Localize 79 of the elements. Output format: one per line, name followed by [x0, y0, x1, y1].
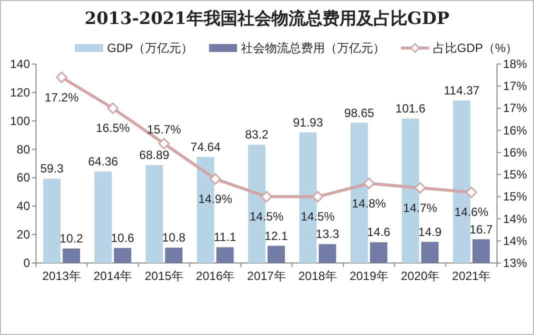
data-label: 14.6: [366, 225, 391, 240]
bar: [62, 248, 80, 263]
data-label: 12.1: [264, 228, 288, 243]
y2-tick-label: 16%: [503, 123, 528, 138]
data-label: 14.9%: [198, 192, 233, 206]
y-tick-label: 60: [16, 170, 30, 185]
data-label: 98.65: [344, 106, 375, 120]
x-tick-label: 2018年: [298, 269, 338, 283]
data-label: 74.64: [190, 140, 221, 154]
data-label: 14.9: [418, 224, 442, 239]
y2-tick-label: 17%: [503, 79, 528, 94]
legend-label: GDP（万亿元）: [107, 41, 194, 55]
data-label: 10.8: [162, 230, 186, 245]
point: [210, 173, 222, 185]
x-tick-label: 2015年: [144, 269, 184, 283]
x-tick-label: 2013年: [42, 269, 81, 283]
point: [414, 182, 426, 194]
bar: [370, 242, 388, 263]
bar: [94, 172, 112, 263]
bar: [421, 242, 439, 263]
point: [260, 190, 272, 202]
data-label: 10.2: [60, 232, 84, 246]
data-label: 14.6%: [454, 205, 489, 220]
data-label: 10.6: [110, 230, 135, 245]
data-label: 59.3: [40, 162, 64, 176]
y2-tick-label: 16%: [503, 145, 528, 160]
bar: [146, 165, 164, 263]
bar: [318, 244, 336, 263]
y-tick-label: 120: [10, 85, 30, 100]
point: [312, 190, 324, 202]
data-label: 14.5%: [300, 210, 336, 224]
y-tick-label: 0: [23, 256, 30, 270]
data-label: 101.6: [395, 102, 426, 116]
point: [466, 186, 478, 198]
bar: [472, 239, 490, 263]
y-tick-label: 100: [10, 114, 30, 128]
y2-tick-label: 18%: [503, 57, 528, 71]
point: [363, 178, 375, 190]
data-label: 68.89: [139, 148, 170, 162]
bar: [114, 248, 132, 263]
data-label: 83.2: [245, 128, 269, 142]
y2-tick-label: 14%: [503, 212, 528, 226]
data-label: 17.2%: [44, 90, 79, 104]
data-label: 15.7%: [147, 122, 182, 137]
data-label: 91.93: [292, 115, 324, 130]
point: [107, 102, 119, 114]
y2-tick-label: 14%: [503, 234, 528, 248]
bar: [216, 247, 234, 263]
x-tick-label: 2014年: [93, 269, 132, 283]
bar: [43, 178, 61, 263]
data-label: 114.37: [444, 83, 480, 98]
y-tick-label: 140: [10, 57, 30, 71]
bar: [268, 246, 285, 263]
legend-label: 社会物流总费用（万亿元）: [241, 41, 386, 55]
x-tick-label: 2020年: [400, 269, 440, 283]
legend-label: 占比GDP（%）: [433, 41, 518, 55]
bar: [165, 248, 182, 263]
x-tick-label: 2019年: [350, 269, 388, 283]
y-tick-label: 20: [16, 228, 30, 242]
x-tick-label: 2017年: [247, 269, 286, 283]
title: 2013-2021年我国社会物流总费用及占比GDP: [84, 9, 450, 29]
x-tick-label: 2016年: [196, 269, 235, 283]
y2-tick-label: 15%: [503, 190, 528, 204]
data-label: 14.5%: [249, 210, 284, 224]
y2-tick-label: 13%: [503, 256, 528, 270]
y2-tick-label: 17%: [503, 101, 528, 116]
y-tick-label: 80: [16, 142, 30, 156]
point: [158, 138, 170, 150]
data-label: 14.8%: [352, 196, 386, 210]
y2-tick-label: 15%: [503, 168, 528, 182]
point: [56, 72, 68, 84]
data-label: 64.36: [88, 154, 118, 169]
data-label: 14.7%: [403, 200, 438, 215]
data-label: 16.7: [469, 222, 494, 236]
data-label: 13.3: [316, 227, 340, 242]
data-label: 11.1: [214, 230, 237, 244]
data-label: 16.5%: [96, 121, 130, 136]
y-tick-label: 40: [16, 199, 30, 214]
x-tick-label: 2021年: [452, 269, 491, 283]
